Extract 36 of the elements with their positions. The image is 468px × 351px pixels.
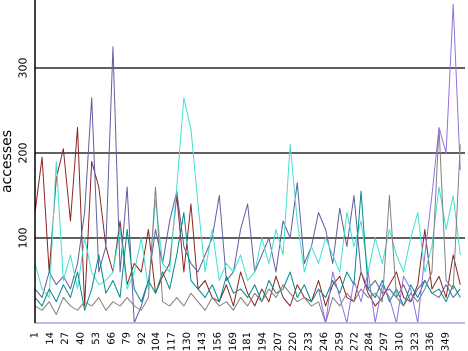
line-series	[35, 46, 461, 323]
x-tick-label: 181	[242, 332, 254, 351]
x-tick-label: 53	[90, 332, 102, 345]
x-tick-label: 207	[272, 332, 284, 351]
line-series	[35, 190, 461, 311]
line-series	[35, 97, 461, 298]
x-tick-label: 169	[228, 332, 239, 351]
x-tick-label: 104	[151, 332, 162, 351]
x-tick-label: 40	[76, 332, 87, 345]
x-tick-label: 220	[288, 332, 300, 351]
y-tick-label: 100	[16, 228, 30, 248]
x-tick-label: 272	[350, 332, 361, 351]
x-tick-label: 259	[334, 332, 346, 351]
x-tick-label: 14	[44, 332, 56, 345]
y-tick-label: 200	[16, 142, 30, 164]
x-tick-label: 336	[425, 332, 436, 351]
x-tick-label: 233	[304, 332, 315, 351]
x-tick-label: 284	[364, 332, 375, 351]
x-tick-label: 66	[106, 332, 118, 345]
x-tick-label: 310	[394, 332, 406, 351]
x-tick-label: 130	[182, 332, 193, 351]
x-tick-label: 79	[122, 332, 133, 345]
x-tick-label: 143	[197, 332, 208, 351]
line-series	[318, 4, 461, 323]
x-tick-label: 117	[166, 332, 178, 351]
y-axis-title: accesses	[0, 130, 15, 194]
x-tick-label: 156	[212, 332, 224, 351]
x-tick-label: 27	[60, 332, 72, 345]
y-tick-label: 300	[16, 58, 30, 78]
x-tick-label: 349	[440, 332, 452, 351]
x-tick-label: 297	[379, 332, 390, 351]
x-tick-label: 92	[137, 332, 148, 345]
x-tick-label: 1	[30, 332, 40, 338]
x-tick-label: 323	[410, 332, 421, 351]
x-tick-label: 194	[257, 332, 268, 351]
x-tick-label: 246	[318, 332, 330, 351]
